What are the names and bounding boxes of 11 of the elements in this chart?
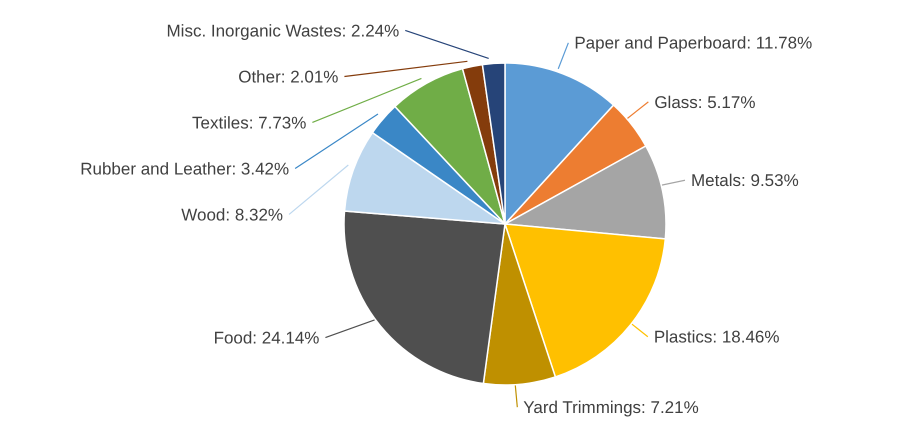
- slice-label: Rubber and Leather: 3.42%: [80, 159, 290, 178]
- slice-label: Paper and Paperboard: 11.78%: [574, 34, 812, 53]
- slice-label: Yard Trimmings: 7.21%: [523, 398, 699, 418]
- slice-label: Wood: 8.32%: [181, 205, 284, 224]
- slice-label: Other: 2.01%: [238, 67, 338, 86]
- slice-label: Textiles: 7.73%: [192, 113, 306, 132]
- slice-label: Misc. Inorganic Wastes: 2.24%: [166, 21, 400, 40]
- slice-label: Food: 24.14%: [214, 328, 320, 348]
- slice-label: Metals: 9.53%: [690, 171, 799, 190]
- slice-label: Plastics: 18.46%: [654, 328, 780, 347]
- slice-label: Glass: 5.17%: [654, 92, 756, 112]
